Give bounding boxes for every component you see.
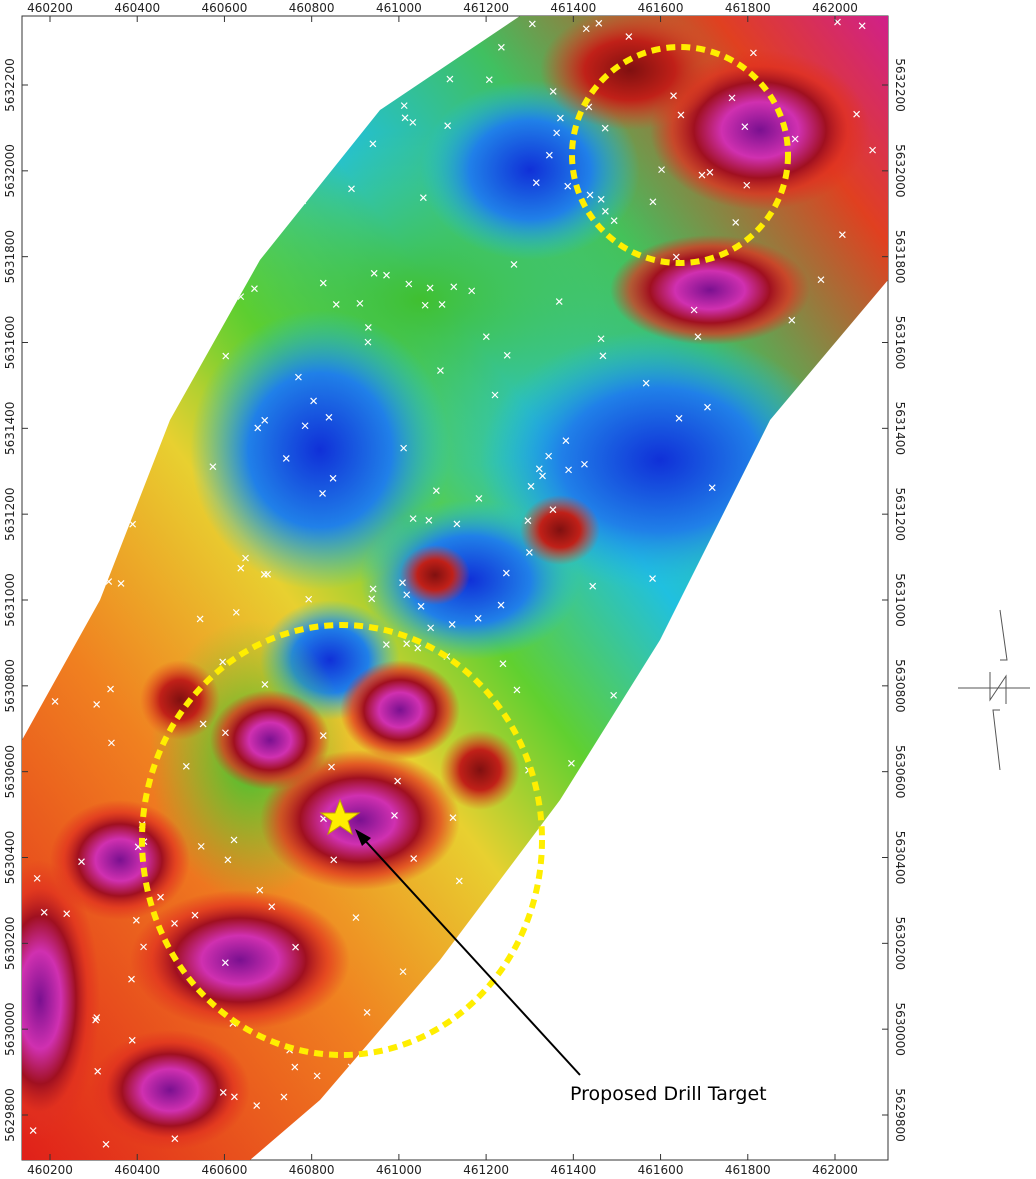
y-tick-label: 5630600 xyxy=(893,745,907,798)
x-tick-label: 460200 xyxy=(27,1,73,15)
x-tick-label: 460200 xyxy=(27,1163,73,1177)
y-tick-label: 5630400 xyxy=(893,831,907,884)
y-tick-label: 5631400 xyxy=(893,402,907,455)
x-tick-label: 462000 xyxy=(812,1163,858,1177)
x-tick-label: 461200 xyxy=(463,1163,509,1177)
y-tick-label: 5631000 xyxy=(893,573,907,626)
y-tick-label: 5629800 xyxy=(893,1088,907,1141)
x-tick-label: 461800 xyxy=(725,1163,771,1177)
x-tick-label: 460800 xyxy=(289,1,335,15)
map-figure: Proposed Drill Target 460200 460200 460400… xyxy=(0,0,1036,1179)
x-tick-label: 460800 xyxy=(289,1163,335,1177)
x-tick-label: 461400 xyxy=(550,1,596,15)
y-tick-label: 5632200 xyxy=(3,58,17,111)
y-tick-label: 5630200 xyxy=(3,917,17,970)
x-tick-label: 461000 xyxy=(376,1163,422,1177)
y-tick-label: 5631800 xyxy=(3,230,17,283)
y-tick-label: 5631600 xyxy=(3,316,17,369)
y-tick-label: 5630800 xyxy=(3,659,17,712)
x-tick-label: 460600 xyxy=(202,1,248,15)
y-tick-label: 5631200 xyxy=(893,487,907,540)
annotation: Proposed Drill Target xyxy=(570,1083,767,1105)
x-tick-label: 460400 xyxy=(114,1163,160,1177)
x-tick-label: 460600 xyxy=(202,1163,248,1177)
y-tick-label: 5632000 xyxy=(893,144,907,197)
x-tick-label: 460400 xyxy=(114,1,160,15)
x-tick-label: 462000 xyxy=(812,1,858,15)
y-tick-label: 5629800 xyxy=(3,1088,17,1141)
x-tick-label: 461000 xyxy=(376,1,422,15)
y-tick-label: 5631000 xyxy=(3,573,17,626)
x-tick-label: 461800 xyxy=(725,1,771,15)
x-tick-label: 461200 xyxy=(463,1,509,15)
y-tick-label: 5630400 xyxy=(3,831,17,884)
x-tick-label: 461600 xyxy=(638,1,684,15)
y-tick-label: 5630600 xyxy=(3,745,17,798)
y-tick-label: 5630800 xyxy=(893,659,907,712)
y-tick-label: 5632000 xyxy=(3,144,17,197)
north-arrow xyxy=(958,610,1030,770)
y-tick-label: 5632200 xyxy=(893,58,907,111)
y-tick-label: 5630200 xyxy=(893,917,907,970)
y-tick-label: 5631400 xyxy=(3,402,17,455)
y-tick-label: 5631800 xyxy=(893,230,907,283)
x-tick-label: 461600 xyxy=(638,1163,684,1177)
y-tick-label: 5631600 xyxy=(893,316,907,369)
y-tick-label: 5630000 xyxy=(3,1002,17,1055)
y-tick-label: 5631200 xyxy=(3,487,17,540)
x-tick-label: 461400 xyxy=(550,1163,596,1177)
y-tick-label: 5630000 xyxy=(893,1002,907,1055)
